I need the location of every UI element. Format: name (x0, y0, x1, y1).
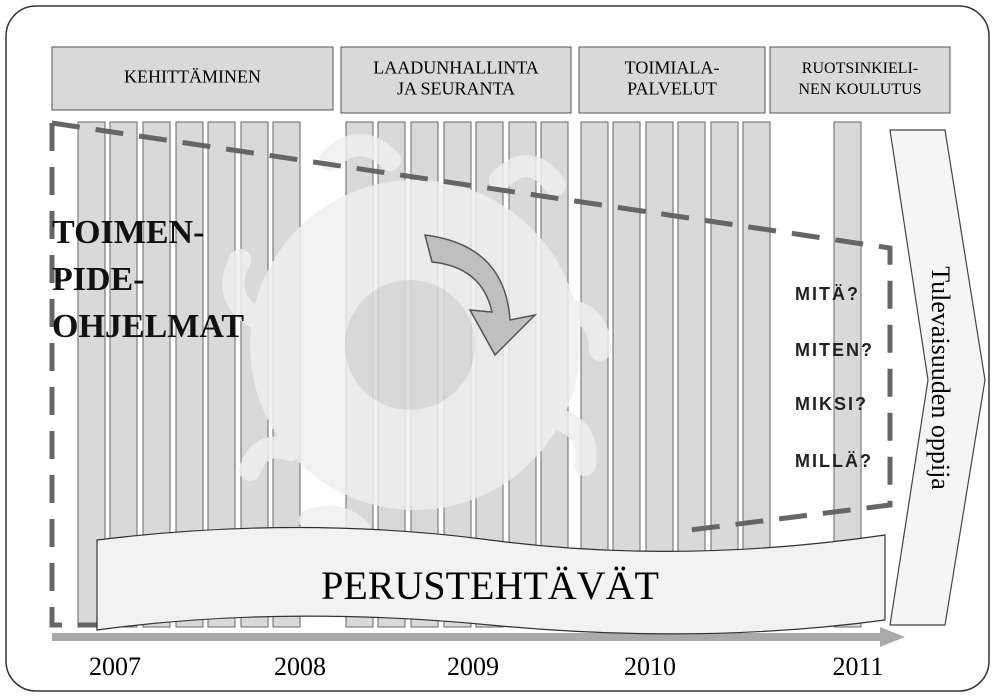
header-text: RUOTSINKIELI- (802, 60, 918, 77)
header-text: LAADUNHALLINTA (373, 58, 539, 78)
left-label: PIDE- (52, 261, 145, 298)
year: 2010 (624, 652, 676, 681)
header-text: TOIMIALA- (625, 58, 720, 78)
header-box (770, 47, 950, 113)
year: 2007 (89, 652, 141, 681)
future-label: Tulevaisuuden oppija (926, 266, 955, 490)
year: 2009 (447, 652, 499, 681)
question: MITEN? (795, 340, 874, 360)
header-text: JA SEURANTA (397, 79, 515, 99)
header-text: PALVELUT (627, 79, 717, 99)
header-text: KEHITTÄMINEN (124, 67, 261, 87)
question: MITÄ? (795, 284, 860, 304)
left-label: OHJELMAT (52, 308, 244, 345)
year: 2008 (274, 652, 326, 681)
question: MILLÄ? (795, 451, 873, 471)
year: 2011 (832, 652, 883, 681)
diagram: KEHITTÄMINEN LAADUNHALLINTAJA SEURANTA TOI… (0, 0, 995, 697)
banner-text: PERUSTEHTÄVÄT (321, 563, 659, 608)
page: KEHITTÄMINEN LAADUNHALLINTAJA SEURANTA TOI… (0, 0, 995, 697)
gear-hole (345, 280, 475, 410)
question: MIKSI? (795, 394, 868, 414)
left-label: TOIMEN- (52, 214, 204, 251)
header-text: NEN KOULUTUS (798, 81, 921, 98)
